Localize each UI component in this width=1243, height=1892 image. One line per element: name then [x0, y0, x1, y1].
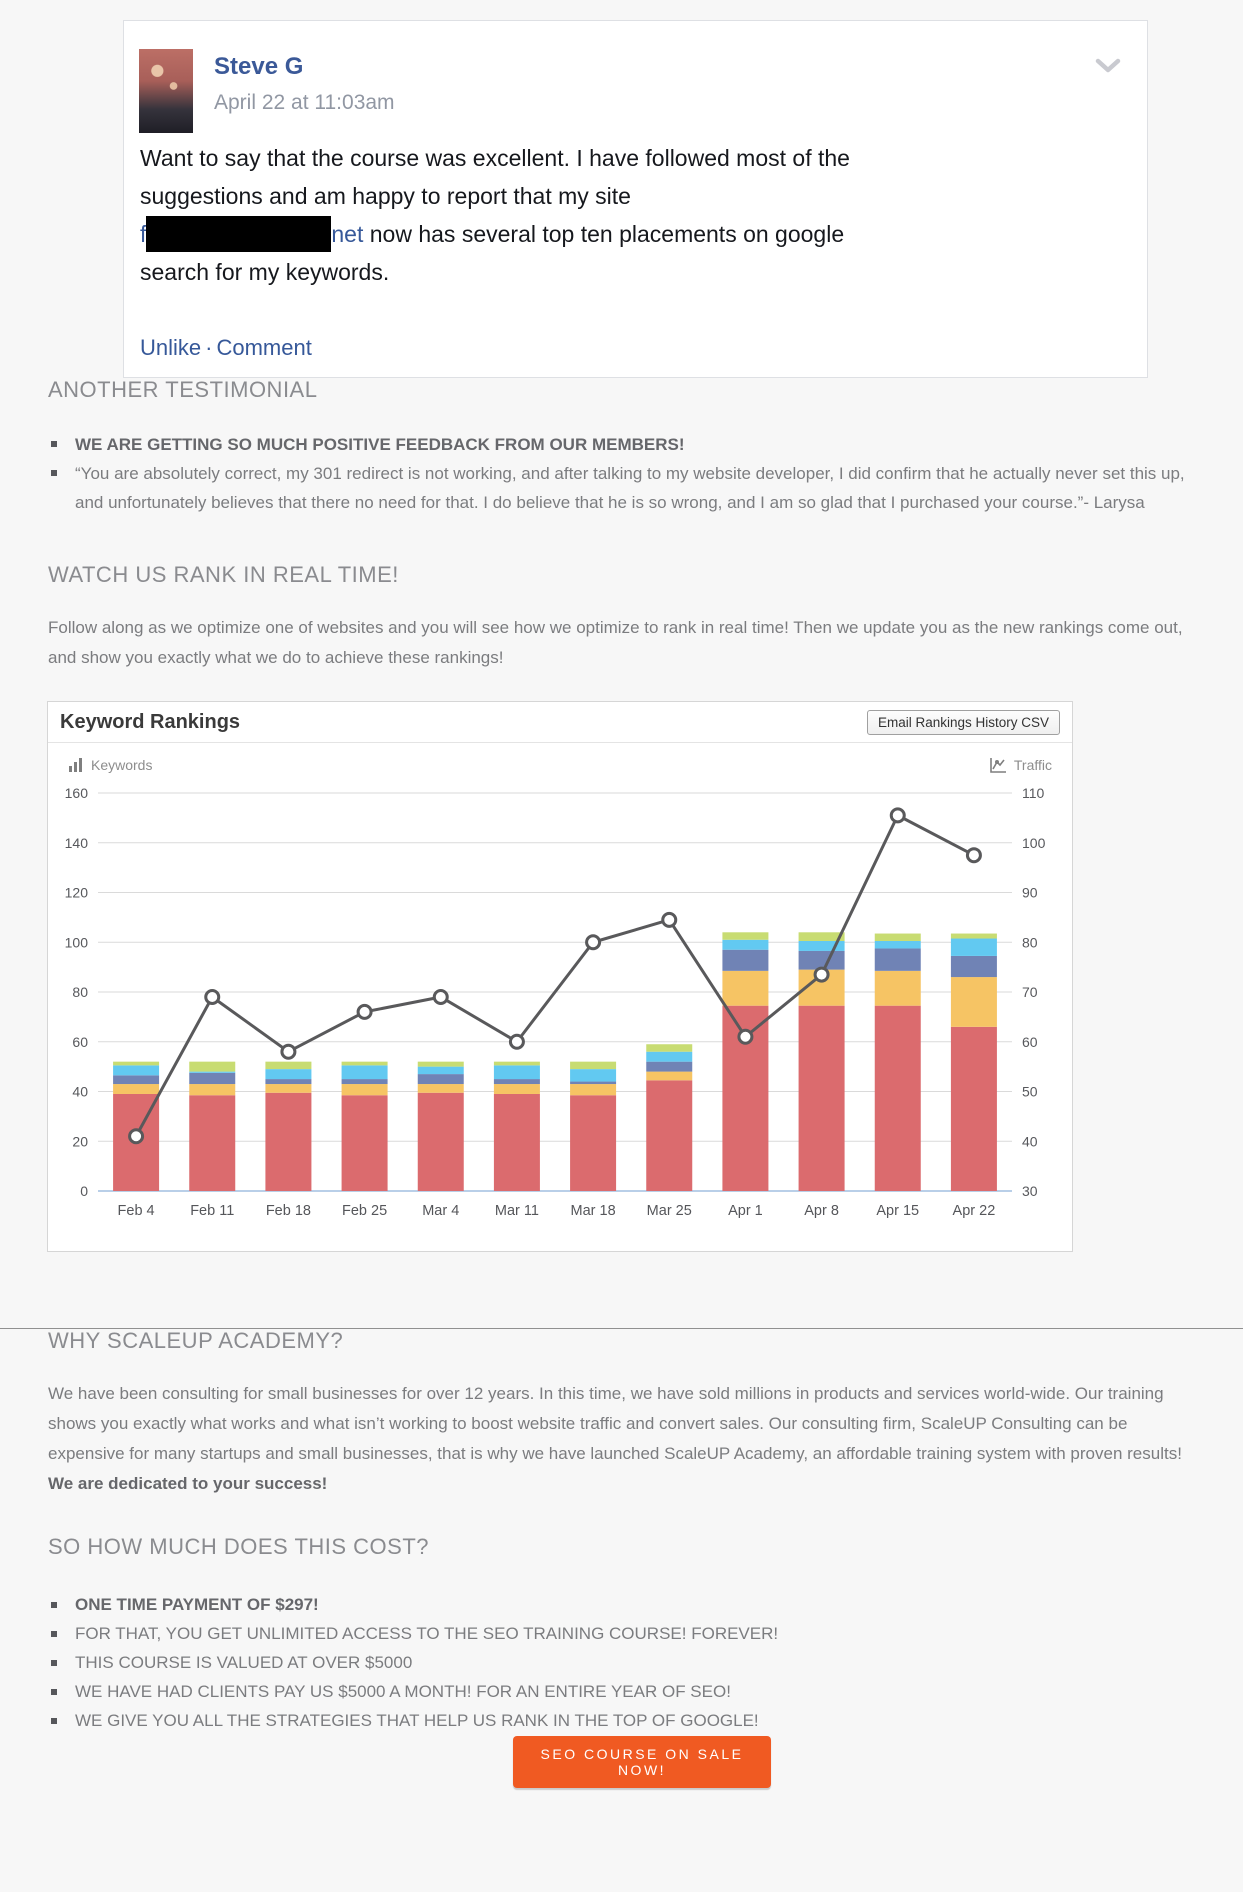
svg-text:140: 140	[65, 835, 89, 851]
post-text-line3: now has several top ten placements on go…	[363, 221, 845, 247]
svg-text:40: 40	[1022, 1133, 1038, 1149]
section-divider	[0, 1328, 1243, 1329]
another-testimonial-heading: ANOTHER TESTIMONIAL	[48, 377, 318, 402]
traffic-legend-label: Traffic	[1013, 757, 1052, 773]
post-author-name[interactable]: Steve G	[214, 53, 304, 80]
svg-text:30: 30	[1022, 1183, 1038, 1199]
svg-text:Feb 25: Feb 25	[342, 1203, 387, 1219]
keywords-legend-toggle[interactable]: Keywords	[68, 757, 152, 773]
svg-text:Mar 25: Mar 25	[647, 1203, 692, 1219]
keyword-rankings-chart: 0 30 20 40 40 50 60 60 80 70 100 80 120 90 140 100 160 11…	[65, 785, 1046, 1219]
svg-text:Feb 11: Feb 11	[190, 1203, 234, 1219]
post-text-line2: suggestions and am happy to report that …	[140, 183, 631, 209]
svg-text:110: 110	[1022, 785, 1045, 801]
svg-text:Apr 1: Apr 1	[728, 1203, 763, 1219]
cost-heading: SO HOW MUCH DOES THIS COST?	[48, 1534, 430, 1559]
avatar[interactable]	[139, 49, 193, 133]
chevron-down-icon[interactable]	[1095, 57, 1121, 75]
list-item: WE GIVE YOU ALL THE STRATEGIES THAT HELP…	[48, 1707, 1198, 1735]
unlike-link[interactable]: Unlike	[140, 335, 202, 360]
svg-text:Feb 18: Feb 18	[266, 1203, 311, 1219]
svg-text:Feb 4: Feb 4	[118, 1203, 155, 1219]
bar-chart-icon	[69, 758, 82, 772]
svg-text:Mar 18: Mar 18	[571, 1203, 616, 1219]
seo-course-sale-button[interactable]: SEO COURSE ON SALE NOW!	[513, 1736, 771, 1788]
redacted-url-box	[146, 216, 332, 252]
svg-text:70: 70	[1022, 984, 1038, 1000]
svg-text:80: 80	[72, 984, 88, 1000]
svg-text:120: 120	[65, 885, 89, 901]
comment-link[interactable]: Comment	[216, 335, 312, 360]
list-item: WE ARE GETTING SO MUCH POSITIVE FEEDBACK…	[48, 430, 1198, 459]
svg-text:60: 60	[72, 1034, 88, 1050]
chart-title: Keyword Rankings	[60, 710, 241, 733]
svg-text:Apr 8: Apr 8	[804, 1203, 839, 1219]
svg-text:20: 20	[72, 1133, 88, 1149]
list-item: WE HAVE HAD CLIENTS PAY US $5000 A MONTH…	[48, 1678, 1198, 1706]
list-item: ONE TIME PAYMENT OF $297!	[48, 1591, 1198, 1619]
email-rankings-csv-button[interactable]: Email Rankings History CSV	[866, 709, 1060, 735]
svg-text:Apr 22: Apr 22	[953, 1203, 996, 1219]
post-actions: Unlike · Comment	[140, 335, 312, 361]
list-item: “You are absolutely correct, my 301 redi…	[48, 459, 1198, 517]
svg-text:60: 60	[1022, 1034, 1038, 1050]
traffic-legend-toggle[interactable]: Traffic	[989, 757, 1052, 773]
post-body: Want to say that the course was excellen…	[140, 139, 1040, 291]
why-paragraph-text: We have been consulting for small busine…	[48, 1384, 1182, 1463]
svg-text:80: 80	[1022, 934, 1038, 950]
actions-separator: ·	[205, 335, 213, 360]
svg-text:0: 0	[80, 1183, 88, 1199]
cost-list: ONE TIME PAYMENT OF $297! FOR THAT, YOU …	[48, 1591, 1198, 1735]
chart-legend-row: Keywords Traffic	[60, 755, 1060, 779]
list-item: FOR THAT, YOU GET UNLIMITED ACCESS TO TH…	[48, 1620, 1198, 1648]
watch-us-rank-heading: WATCH US RANK IN REAL TIME!	[48, 562, 399, 587]
why-scaleup-heading: WHY SCALEUP ACADEMY?	[48, 1328, 344, 1353]
chart-header: Keyword Rankings Email Rankings History …	[48, 702, 1072, 743]
svg-text:40: 40	[72, 1084, 88, 1100]
post-text-line1: Want to say that the course was excellen…	[140, 145, 850, 171]
svg-text:100: 100	[1022, 835, 1046, 851]
svg-text:90: 90	[1022, 885, 1038, 901]
why-paragraph-bold: We are dedicated to your success!	[48, 1474, 328, 1493]
keywords-legend-label: Keywords	[91, 757, 153, 773]
chart-body: Keywords Traffic 0 30 20 40 40 50 60 60 80 70 100 8…	[48, 743, 1072, 1235]
svg-text:Mar 11: Mar 11	[495, 1203, 539, 1219]
post-link-suffix[interactable]: net	[331, 221, 364, 247]
post-timestamp: April 22 at 11:03am	[214, 91, 395, 114]
facebook-post-card: Steve G April 22 at 11:03am Want to say …	[123, 20, 1148, 378]
svg-text:50: 50	[1022, 1084, 1038, 1100]
post-link-prefix[interactable]: f	[140, 221, 147, 247]
svg-text:160: 160	[65, 785, 89, 801]
svg-text:Mar 4: Mar 4	[422, 1203, 459, 1219]
list-item: THIS COURSE IS VALUED AT OVER $5000	[48, 1649, 1198, 1677]
post-text-line4: search for my keywords.	[140, 259, 390, 285]
svg-text:Apr 15: Apr 15	[876, 1203, 919, 1219]
line-chart-icon	[990, 758, 1006, 773]
svg-text:100: 100	[65, 934, 89, 950]
keyword-rankings-panel: Keyword Rankings Email Rankings History …	[47, 701, 1073, 1252]
why-scaleup-paragraph: We have been consulting for small busine…	[48, 1379, 1195, 1499]
testimonial-list: WE ARE GETTING SO MUCH POSITIVE FEEDBACK…	[48, 430, 1198, 517]
watch-us-rank-paragraph: Follow along as we optimize one of websi…	[48, 618, 1183, 667]
